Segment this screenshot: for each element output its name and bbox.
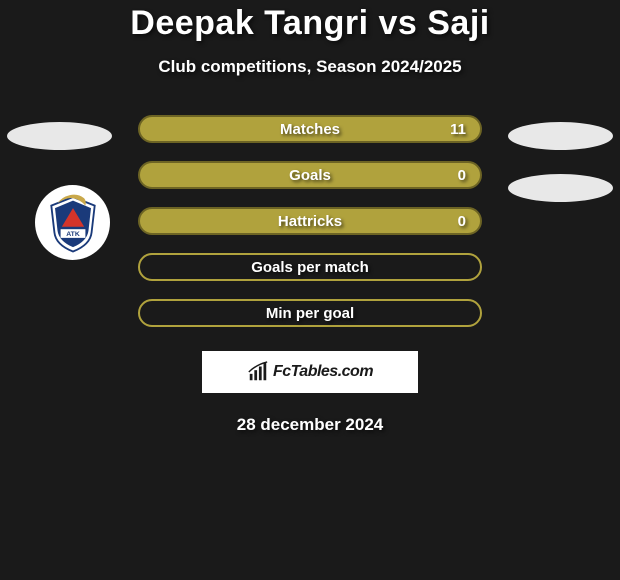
player-left-placeholder (7, 122, 112, 150)
stat-bar-goals: Goals 0 (138, 161, 482, 189)
atk-badge-icon: ATK (42, 192, 104, 254)
player-right-placeholder-1 (508, 122, 613, 150)
badge-text: ATK (66, 231, 80, 238)
page-title: Deepak Tangri vs Saji (0, 4, 620, 43)
snapshot-date: 28 december 2024 (0, 415, 620, 435)
player-right-placeholder-2 (508, 174, 613, 202)
stat-value: 0 (458, 167, 466, 184)
stat-value: 0 (458, 213, 466, 230)
source-logo-text: FcTables.com (273, 363, 373, 381)
source-logo-box: FcTables.com (202, 351, 418, 393)
stat-label: Matches (280, 121, 340, 138)
stat-bar-goals-per-match: Goals per match (138, 253, 482, 281)
stat-bars: Matches 11 Goals 0 Hattricks 0 Goals per… (138, 115, 482, 327)
stat-bar-hattricks: Hattricks 0 (138, 207, 482, 235)
subtitle: Club competitions, Season 2024/2025 (0, 57, 620, 77)
stat-bar-min-per-goal: Min per goal (138, 299, 482, 327)
stat-bar-matches: Matches 11 (138, 115, 482, 143)
stat-label: Hattricks (278, 213, 342, 230)
stat-label: Min per goal (266, 305, 354, 322)
club-badge: ATK (35, 185, 110, 260)
comparison-card: Deepak Tangri vs Saji Club competitions,… (0, 0, 620, 435)
stat-label: Goals per match (251, 259, 369, 276)
stat-value: 11 (450, 121, 466, 138)
chart-icon (247, 361, 269, 383)
stat-label: Goals (289, 167, 331, 184)
